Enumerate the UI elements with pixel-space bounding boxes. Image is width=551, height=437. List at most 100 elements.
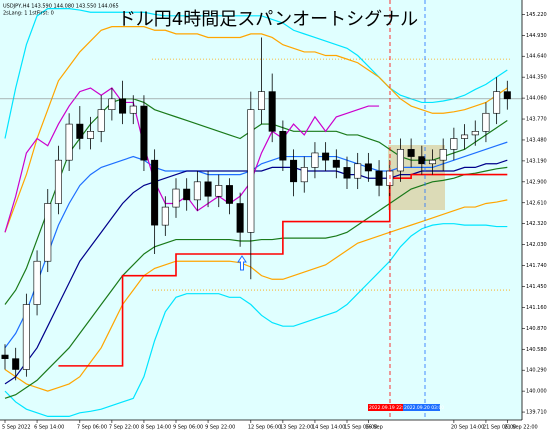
y-tick-label: 140.290 — [526, 368, 547, 374]
y-tick-label: 142.320 — [526, 221, 547, 227]
candle-body — [493, 91, 501, 114]
y-tick-label: 144.640 — [526, 54, 547, 60]
plot-area — [0, 0, 522, 420]
candle-body — [407, 149, 415, 157]
y-tick-label: 143.190 — [526, 158, 547, 164]
marker-box — [368, 404, 405, 411]
x-tick-label: 5 Sep 2022 — [2, 425, 31, 431]
candle-body — [354, 163, 362, 179]
candle-body — [22, 304, 30, 370]
marker-box — [403, 404, 440, 411]
y-tick-label: 140.000 — [526, 389, 547, 395]
candle-body — [343, 167, 351, 179]
candle-body — [140, 105, 148, 161]
x-tick-label: 7 Sep 22:00 — [109, 425, 139, 431]
candle-body — [322, 152, 330, 161]
candle-body — [76, 123, 84, 139]
candle-body — [161, 206, 169, 226]
y-tick-label: 145.220 — [526, 12, 547, 18]
candle-body — [65, 123, 73, 161]
candle-body — [482, 112, 490, 132]
marker-label: 2022.09.19 22:00 — [369, 405, 409, 411]
indicator-line — [4, 166, 508, 399]
candle-body — [225, 185, 233, 204]
y-tick-label: 140.580 — [526, 347, 547, 353]
candle-body — [364, 163, 372, 172]
y-tick-label: 144.350 — [526, 75, 547, 81]
candle-body — [97, 109, 105, 132]
candle-body — [375, 170, 383, 186]
candle-body — [172, 188, 180, 208]
candle-body — [257, 91, 266, 110]
y-tick-label: 142.610 — [526, 200, 547, 206]
candle-body — [268, 91, 276, 132]
y-tick-label: 142.900 — [526, 179, 547, 185]
x-tick-label: 9 Sep 22:00 — [205, 425, 235, 431]
info-text: USDJPY,H4 143.590 144.080 143.550 144.06… — [3, 4, 119, 10]
x-tick-label: 21 Sep 22:00 — [504, 425, 537, 431]
y-tick-label: 143.480 — [526, 137, 547, 143]
indicator-line — [4, 26, 508, 233]
y-tick-label: 140.870 — [526, 326, 547, 332]
indicator-line — [4, 159, 508, 385]
candle-body — [151, 159, 159, 226]
y-tick-label: 142.030 — [526, 242, 547, 248]
signal-arrow — [237, 255, 247, 271]
indicator-line — [4, 223, 508, 417]
candle-body — [44, 203, 52, 262]
x-tick-label: 14 Sep 14:00 — [312, 425, 345, 431]
candle-body — [193, 181, 201, 201]
candle-body — [300, 167, 308, 183]
candle-body — [54, 159, 62, 204]
x-tick-label: 9 Sep 06:00 — [173, 425, 203, 431]
y-tick-label: 141.450 — [526, 284, 547, 290]
candle-body — [311, 152, 319, 168]
info-text: 2sLang: 1 1stFirst: 0 — [3, 11, 54, 17]
candle-body — [204, 181, 212, 197]
candle-body — [215, 185, 223, 197]
candle-body — [279, 131, 287, 161]
candle-body — [428, 159, 437, 165]
x-tick-label: 12 Sep 06:00 — [248, 425, 281, 431]
candle-body — [33, 260, 41, 305]
candle-body — [119, 98, 127, 114]
candle-body — [418, 156, 426, 165]
chart-title: ドル円4時間足スパンオートシグナル — [118, 9, 418, 30]
x-tick-label: 15 Sep 06:00 — [344, 425, 377, 431]
x-tick-label: 6 Sep 14:00 — [34, 425, 64, 431]
candle-body — [12, 358, 20, 370]
candle-body — [129, 105, 137, 114]
candle-body — [450, 138, 458, 150]
candle-body — [290, 159, 298, 183]
x-tick-label: 21 Sep 06:00 — [483, 425, 516, 431]
candle-body — [471, 131, 479, 136]
candle-body — [183, 188, 191, 201]
x-tick-label: 7 Sep 06:00 — [77, 425, 107, 431]
y-tick-label: 139.710 — [526, 410, 547, 416]
candle-body — [503, 91, 511, 100]
x-tick-label: 16 Sep — [365, 425, 382, 431]
candle-body — [236, 203, 244, 233]
candle-body — [247, 109, 255, 233]
y-tick-label: 141.160 — [526, 305, 547, 311]
indicator-line — [58, 173, 508, 367]
y-tick-label: 141.740 — [526, 263, 547, 269]
x-tick-label: 20 Sep 14:00 — [451, 425, 484, 431]
candle-body — [461, 134, 469, 139]
candle-body — [86, 131, 95, 139]
indicator-line — [4, 8, 508, 139]
marker-label: 2022.09.20 03:00 — [404, 405, 444, 411]
y-tick-label: 144.930 — [526, 33, 547, 39]
y-tick-label: 143.770 — [526, 117, 547, 123]
indicator-line — [4, 199, 508, 392]
candle-body — [1, 354, 9, 359]
candle-body — [108, 98, 116, 110]
candle-body — [396, 149, 404, 172]
x-tick-label: 8 Sep 14:00 — [141, 425, 171, 431]
candle-body — [439, 149, 447, 161]
indicator-line — [4, 87, 380, 233]
candle-body — [332, 159, 340, 168]
x-tick-label: 13 Sep 22:00 — [280, 425, 313, 431]
